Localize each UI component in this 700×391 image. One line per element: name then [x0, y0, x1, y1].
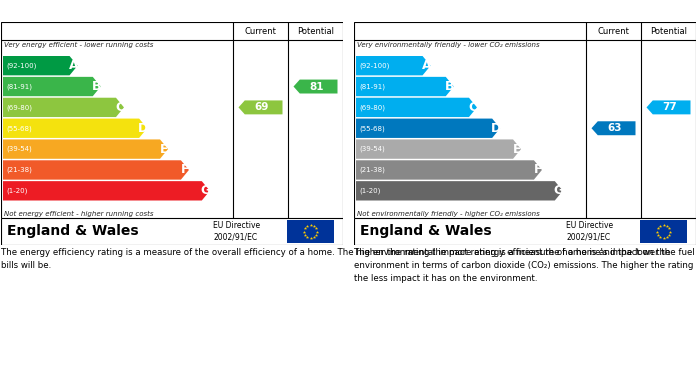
Bar: [286, 221, 335, 242]
Text: 77: 77: [662, 102, 677, 112]
Text: G: G: [201, 184, 211, 197]
Text: Environmental Impact (CO₂) Rating: Environmental Impact (CO₂) Rating: [360, 5, 593, 18]
Text: (1-20): (1-20): [6, 188, 27, 194]
Text: B: B: [92, 80, 102, 93]
Text: EU Directive
2002/91/EC: EU Directive 2002/91/EC: [213, 221, 260, 242]
Text: Energy Efficiency Rating: Energy Efficiency Rating: [8, 5, 170, 18]
Polygon shape: [356, 98, 477, 117]
Text: D: D: [138, 122, 148, 135]
Text: A: A: [69, 59, 78, 72]
Text: E: E: [160, 143, 168, 156]
Polygon shape: [3, 160, 189, 179]
Text: (81-91): (81-91): [359, 83, 385, 90]
Text: (55-68): (55-68): [6, 125, 32, 131]
Text: D: D: [491, 122, 501, 135]
Text: 63: 63: [608, 123, 622, 133]
Text: G: G: [554, 184, 564, 197]
Text: The environmental impact rating is a measure of a home's impact on the environme: The environmental impact rating is a mea…: [354, 248, 694, 283]
Polygon shape: [356, 56, 430, 75]
Text: Current: Current: [598, 27, 629, 36]
Text: 81: 81: [309, 82, 324, 91]
Polygon shape: [3, 98, 124, 117]
Text: Potential: Potential: [297, 27, 334, 36]
Text: (92-100): (92-100): [6, 63, 36, 69]
Polygon shape: [3, 140, 168, 159]
Text: (21-38): (21-38): [6, 167, 32, 173]
Text: The energy efficiency rating is a measure of the overall efficiency of a home. T: The energy efficiency rating is a measur…: [1, 248, 694, 270]
Text: E: E: [513, 143, 522, 156]
Text: EU Directive
2002/91/EC: EU Directive 2002/91/EC: [566, 221, 613, 242]
Polygon shape: [356, 118, 500, 138]
Text: (55-68): (55-68): [359, 125, 385, 131]
Text: 69: 69: [255, 102, 269, 112]
Polygon shape: [239, 100, 283, 114]
Text: F: F: [533, 163, 542, 176]
Text: F: F: [181, 163, 189, 176]
Text: Not environmentally friendly - higher CO₂ emissions: Not environmentally friendly - higher CO…: [357, 211, 540, 217]
Bar: [640, 221, 687, 242]
Text: B: B: [445, 80, 454, 93]
Text: Very environmentally friendly - lower CO₂ emissions: Very environmentally friendly - lower CO…: [357, 42, 540, 48]
Text: England & Wales: England & Wales: [360, 224, 491, 239]
Polygon shape: [293, 79, 337, 93]
Text: Not energy efficient - higher running costs: Not energy efficient - higher running co…: [4, 211, 153, 217]
Text: Potential: Potential: [650, 27, 687, 36]
Text: Very energy efficient - lower running costs: Very energy efficient - lower running co…: [4, 42, 153, 48]
Text: C: C: [468, 101, 477, 114]
Polygon shape: [3, 181, 210, 201]
Text: (1-20): (1-20): [359, 188, 380, 194]
Polygon shape: [647, 100, 690, 114]
Polygon shape: [356, 160, 542, 179]
Text: (69-80): (69-80): [359, 104, 385, 111]
Polygon shape: [356, 77, 454, 96]
Polygon shape: [356, 181, 563, 201]
Text: England & Wales: England & Wales: [7, 224, 139, 239]
Polygon shape: [3, 56, 78, 75]
Text: (21-38): (21-38): [359, 167, 385, 173]
Polygon shape: [592, 121, 636, 135]
Text: C: C: [116, 101, 125, 114]
Text: (69-80): (69-80): [6, 104, 32, 111]
Polygon shape: [3, 118, 147, 138]
Text: (39-54): (39-54): [6, 146, 32, 152]
Polygon shape: [356, 140, 521, 159]
Text: (81-91): (81-91): [6, 83, 32, 90]
Text: A: A: [421, 59, 431, 72]
Text: (92-100): (92-100): [359, 63, 389, 69]
Text: Current: Current: [244, 27, 276, 36]
Text: (39-54): (39-54): [359, 146, 385, 152]
Polygon shape: [3, 77, 101, 96]
